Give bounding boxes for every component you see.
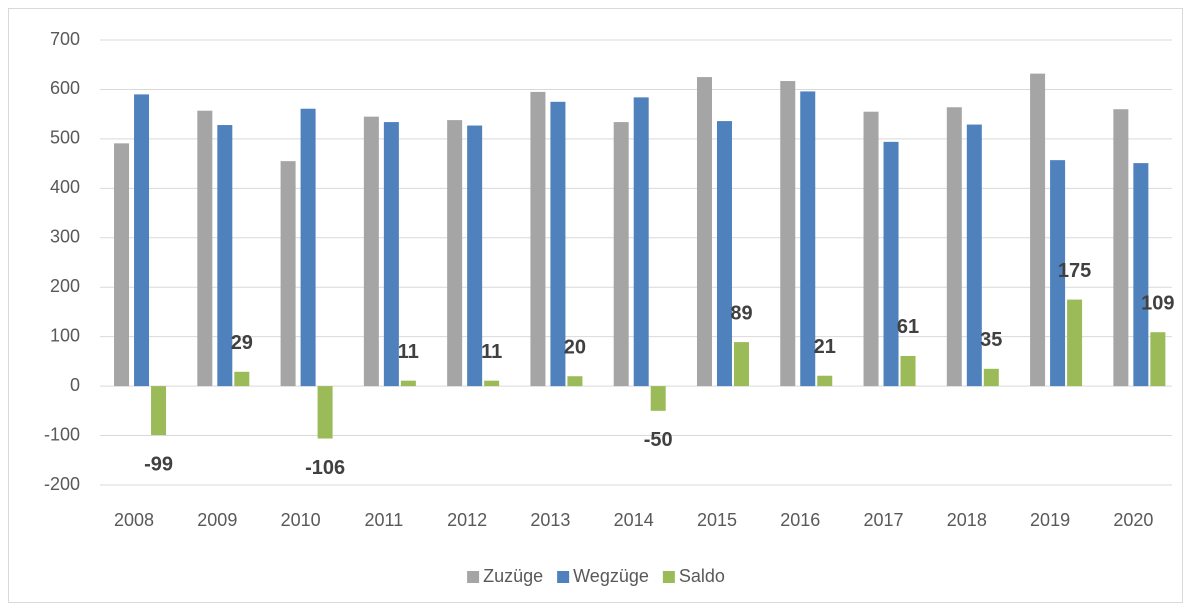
bar — [447, 120, 463, 387]
data-label: 21 — [814, 336, 836, 358]
bar — [197, 110, 213, 387]
bar — [280, 161, 296, 387]
bar — [900, 355, 916, 387]
bar — [383, 122, 399, 387]
bar — [1113, 109, 1129, 387]
legend: Zuzüge Wegzüge Saldo — [467, 566, 725, 586]
x-tick-label: 2014 — [614, 510, 654, 530]
data-label: 61 — [897, 316, 919, 338]
x-tick-label: 2013 — [530, 510, 570, 530]
x-tick-label: 2016 — [780, 510, 820, 530]
bar — [400, 380, 416, 387]
bar — [317, 386, 333, 439]
bar — [1067, 299, 1083, 387]
x-tick-label: 2011 — [365, 510, 404, 530]
bar — [467, 125, 483, 387]
y-tick-label: -100 — [44, 424, 80, 444]
y-tick-label: 600 — [50, 78, 80, 98]
x-tick-label: 2009 — [197, 510, 237, 530]
data-label: 29 — [231, 332, 253, 354]
bar — [613, 122, 629, 387]
bar — [883, 141, 899, 387]
y-tick-label: 500 — [50, 128, 80, 148]
x-tick-label: 2019 — [1030, 510, 1070, 530]
data-label: -99 — [144, 453, 173, 475]
bar — [696, 77, 712, 387]
bar — [946, 107, 962, 387]
bar — [134, 94, 150, 387]
bar — [1030, 73, 1046, 387]
y-tick-label: 700 — [50, 29, 80, 49]
bar — [300, 108, 316, 387]
data-label: -50 — [644, 429, 673, 451]
bar — [817, 375, 833, 387]
y-tick-label: 200 — [50, 276, 80, 296]
bar — [114, 143, 130, 387]
bar — [733, 342, 749, 387]
y-tick-label: -200 — [44, 474, 80, 494]
x-tick-label: 2017 — [864, 510, 904, 530]
chart-border — [8, 8, 1183, 603]
y-tick-label: 400 — [50, 177, 80, 197]
x-tick-label: 2012 — [447, 510, 487, 530]
data-label: 175 — [1058, 260, 1091, 282]
legend-swatch — [557, 571, 570, 583]
bar — [217, 125, 233, 387]
y-tick-label: 100 — [50, 325, 80, 345]
data-label: 11 — [398, 341, 419, 363]
legend-label: Saldo — [679, 566, 725, 586]
x-tick-label: 2015 — [697, 510, 737, 530]
data-label: 89 — [730, 302, 752, 324]
x-tick-label: 2008 — [114, 510, 154, 530]
y-tick-label: 0 — [70, 375, 80, 395]
bar — [650, 386, 666, 411]
bar — [716, 121, 732, 387]
bar — [363, 116, 379, 387]
bar — [550, 101, 566, 387]
data-label: 20 — [564, 337, 586, 359]
data-label: -106 — [305, 457, 345, 479]
bar — [863, 111, 879, 387]
data-label: 109 — [1141, 292, 1174, 314]
bar — [530, 91, 546, 387]
data-label: 35 — [980, 329, 1002, 351]
bar — [983, 368, 999, 387]
legend-swatch — [467, 571, 480, 583]
bar — [1133, 163, 1149, 387]
bar — [234, 371, 250, 387]
bar — [800, 91, 816, 387]
bar — [484, 380, 500, 387]
x-tick-label: 2018 — [947, 510, 987, 530]
bar — [780, 81, 796, 387]
legend-label: Zuzüge — [483, 566, 543, 586]
bar — [633, 97, 649, 387]
x-tick-label: 2010 — [281, 510, 321, 530]
bar — [151, 386, 167, 436]
legend-label: Wegzüge — [573, 566, 649, 586]
bar — [1050, 160, 1066, 387]
bar — [567, 376, 583, 387]
x-tick-label: 2020 — [1113, 510, 1153, 530]
legend-swatch — [662, 571, 675, 583]
bar — [1150, 332, 1166, 387]
bar — [966, 124, 982, 387]
data-label: 11 — [481, 341, 502, 363]
y-tick-label: 300 — [50, 227, 80, 247]
